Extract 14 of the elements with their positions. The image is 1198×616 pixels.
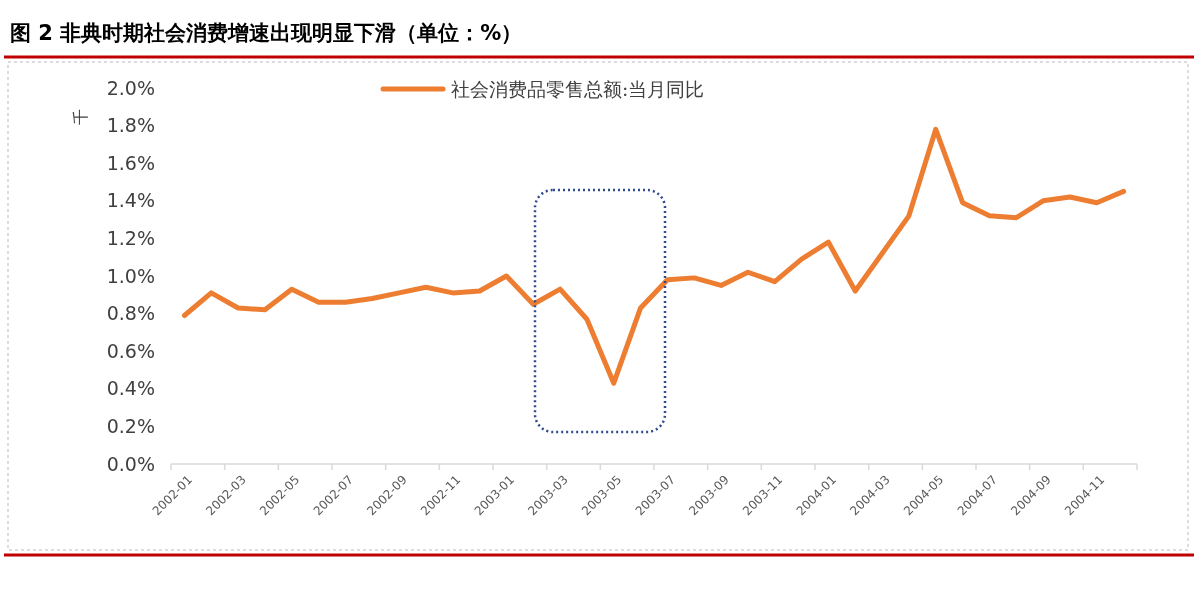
y-tick-label: 1.4% [106, 189, 155, 212]
chart-title: 图 2 非典时期社会消费增速出现明显下滑（单位：%） [10, 21, 523, 45]
y-axis-title: 千 [71, 109, 90, 125]
y-tick-label: 0.8% [106, 302, 155, 325]
y-tick-label: 0.4% [106, 377, 155, 400]
y-tick-label: 1.0% [106, 264, 155, 287]
y-tick-label: 0.2% [106, 414, 155, 437]
y-tick-label: 0.6% [106, 339, 155, 362]
y-tick-label: 2.0% [106, 76, 155, 99]
y-tick-label: 1.8% [106, 114, 155, 137]
legend-label: 社会消费品零售总额:当月同比 [451, 78, 705, 100]
y-tick-label: 1.6% [106, 151, 155, 174]
y-tick-label: 0.0% [106, 452, 155, 475]
y-tick-label: 1.2% [106, 226, 155, 249]
